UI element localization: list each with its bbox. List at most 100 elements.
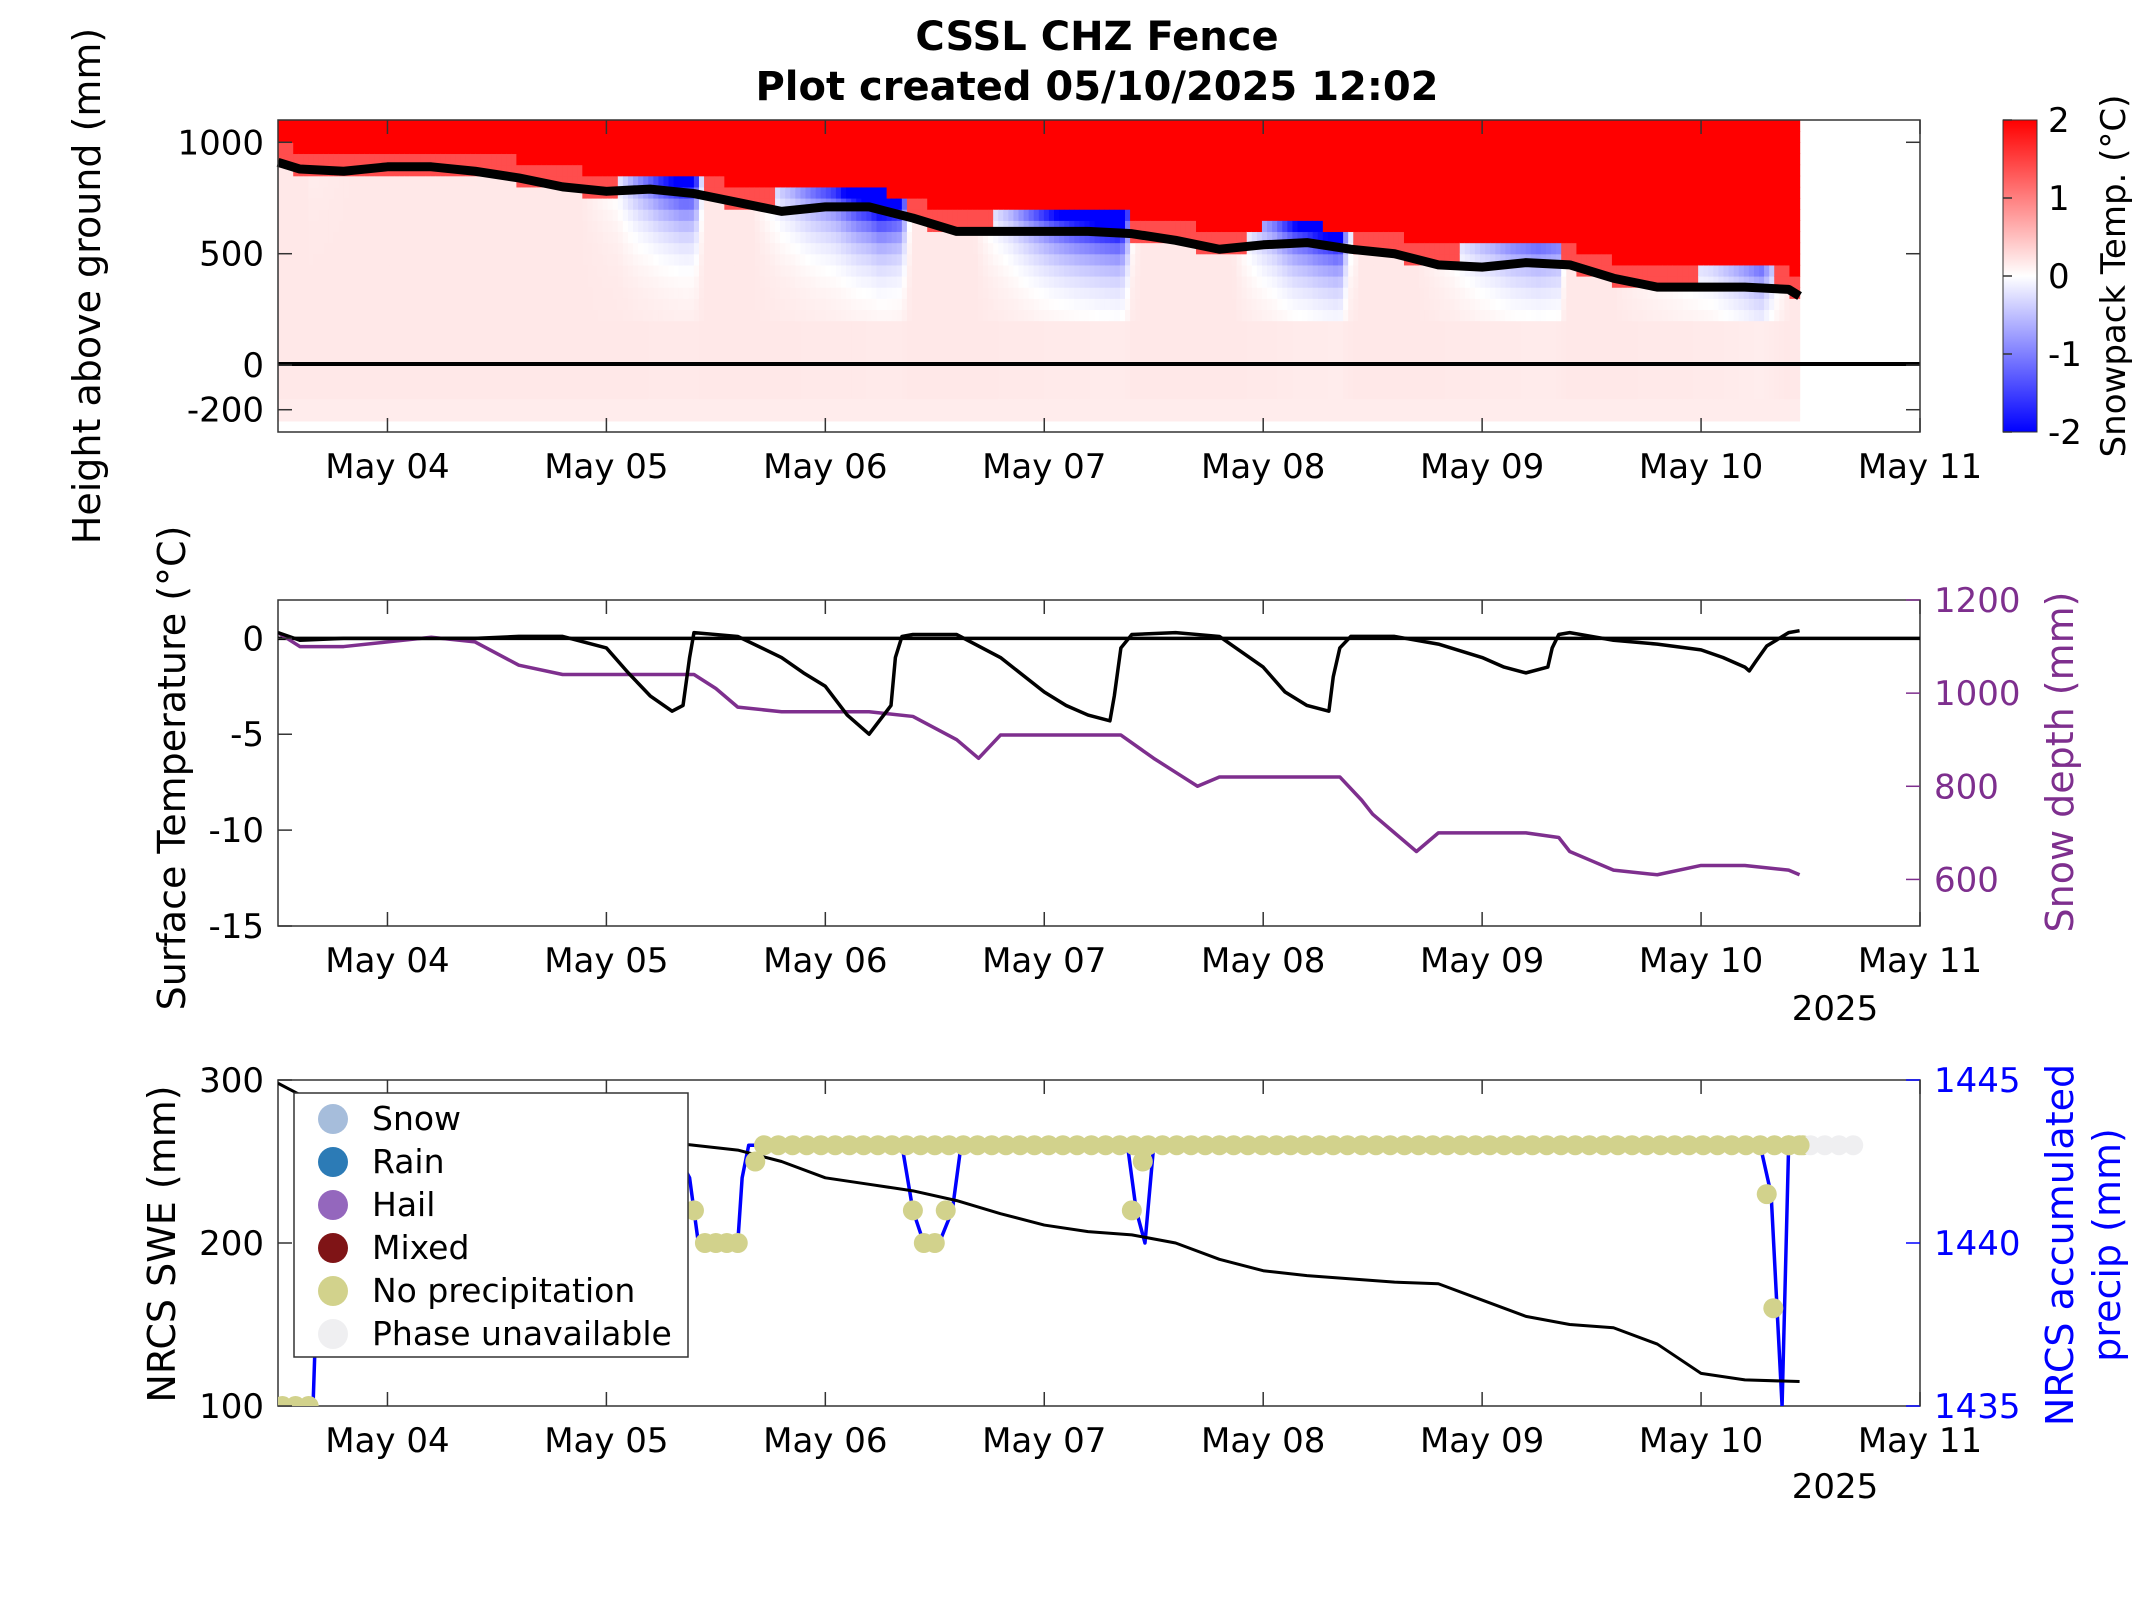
heatmap-cell — [617, 120, 624, 132]
heatmap-cell — [465, 287, 472, 299]
heatmap-cell — [1003, 320, 1009, 400]
heatmap-cell — [349, 153, 355, 166]
heatmap-cell — [501, 231, 507, 244]
heatmap-cell — [404, 153, 411, 166]
heatmap-cell — [511, 164, 517, 177]
heatmap-cell — [283, 220, 289, 233]
heatmap-cell — [922, 409, 928, 422]
heatmap-cell — [769, 320, 776, 400]
heatmap-cell — [1464, 276, 1471, 288]
heatmap-cell — [288, 131, 294, 143]
heatmap-cell — [937, 153, 944, 166]
heatmap-cell — [851, 264, 857, 277]
heatmap-cell — [404, 276, 411, 288]
heatmap-cell — [1069, 276, 1075, 288]
heatmap-cell — [511, 209, 517, 221]
heatmap-cell — [942, 298, 949, 311]
heatmap-cell — [688, 231, 695, 244]
heatmap-cell — [622, 398, 629, 411]
heatmap-cell — [1059, 231, 1065, 244]
heatmap-cell — [714, 153, 720, 166]
heatmap-cell — [1414, 209, 1420, 221]
heatmap-cell — [582, 164, 588, 177]
heatmap-cell — [1038, 164, 1045, 177]
heatmap-cell — [308, 142, 315, 155]
heatmap-cell — [947, 409, 954, 422]
heatmap-cell — [724, 175, 731, 188]
heatmap-cell — [1064, 231, 1070, 244]
heatmap-cell — [668, 131, 675, 143]
heatmap-cell — [1474, 186, 1481, 199]
heatmap-cell — [653, 142, 659, 155]
heatmap-cell — [1084, 175, 1091, 188]
heatmap-cell — [1251, 287, 1258, 299]
heatmap-cell — [815, 264, 822, 277]
heatmap-cell — [470, 131, 477, 143]
heatmap-cell — [937, 298, 944, 311]
heatmap-cell — [627, 164, 634, 177]
heatmap-cell — [384, 186, 391, 199]
heatmap-cell — [1459, 231, 1466, 244]
heatmap-cell — [435, 153, 441, 166]
heatmap-cell — [1292, 142, 1299, 155]
heatmap-cell — [815, 253, 822, 266]
heatmap-cell — [1160, 175, 1167, 188]
heatmap-cell — [288, 142, 294, 155]
heatmap-cell — [627, 131, 634, 143]
heatmap-cell — [617, 298, 624, 311]
heatmap-cell — [359, 398, 365, 411]
heatmap-cell — [541, 264, 548, 277]
heatmap-cell — [871, 309, 878, 322]
heatmap-cell — [506, 398, 512, 411]
heatmap-cell — [1236, 120, 1243, 132]
heatmap-cell — [1170, 120, 1177, 132]
heatmap-cell — [491, 264, 497, 277]
heatmap-cell — [648, 298, 654, 311]
heatmap-cell — [856, 186, 862, 199]
heatmap-cell — [1449, 298, 1456, 311]
heatmap-cell — [1267, 398, 1273, 411]
heatmap-cell — [1261, 276, 1268, 288]
heatmap-cell — [384, 175, 391, 188]
heatmap-cell — [1089, 231, 1096, 244]
heatmap-cell — [805, 287, 812, 299]
heatmap-cell — [790, 131, 796, 143]
heatmap-cell — [1170, 175, 1177, 188]
heatmap-cell — [1439, 287, 1446, 299]
heatmap-cell — [1038, 398, 1045, 411]
heatmap-cell — [1206, 164, 1212, 177]
heatmap-cell — [349, 220, 355, 233]
heatmap-cell — [825, 242, 832, 255]
heatmap-cell — [1261, 120, 1268, 132]
heatmap-cell — [288, 276, 294, 288]
heatmap-cell — [977, 142, 984, 155]
heatmap-cell — [932, 298, 938, 311]
heatmap-cell — [866, 175, 873, 188]
heatmap-cell — [962, 220, 969, 233]
heatmap-cell — [1419, 175, 1425, 188]
heatmap-cell — [562, 153, 568, 166]
heatmap-cell — [567, 231, 573, 244]
heatmap-cell — [1135, 276, 1141, 288]
heatmap-cell — [1048, 242, 1055, 255]
heatmap-cell — [1125, 276, 1131, 288]
heatmap-cell — [404, 120, 411, 132]
heatmap-cell — [1424, 409, 1430, 422]
heatmap-cell — [536, 398, 543, 411]
heatmap-cell — [349, 209, 355, 221]
heatmap-cell — [617, 287, 624, 299]
heatmap-cell — [840, 209, 847, 221]
heatmap-cell — [278, 175, 284, 188]
heatmap-cell — [668, 142, 675, 155]
heatmap-cell — [1135, 242, 1141, 255]
heatmap-cell — [1454, 298, 1461, 311]
heatmap-cell — [785, 198, 791, 210]
heatmap-cell — [1246, 142, 1253, 155]
heatmap-cell — [648, 309, 654, 322]
heatmap-cell — [1084, 186, 1091, 199]
heatmap-cell — [1368, 409, 1375, 422]
heatmap-cell — [1023, 298, 1030, 311]
heatmap-cell — [927, 276, 933, 288]
heatmap-cell — [1393, 320, 1400, 400]
heatmap-cell — [1434, 242, 1441, 255]
